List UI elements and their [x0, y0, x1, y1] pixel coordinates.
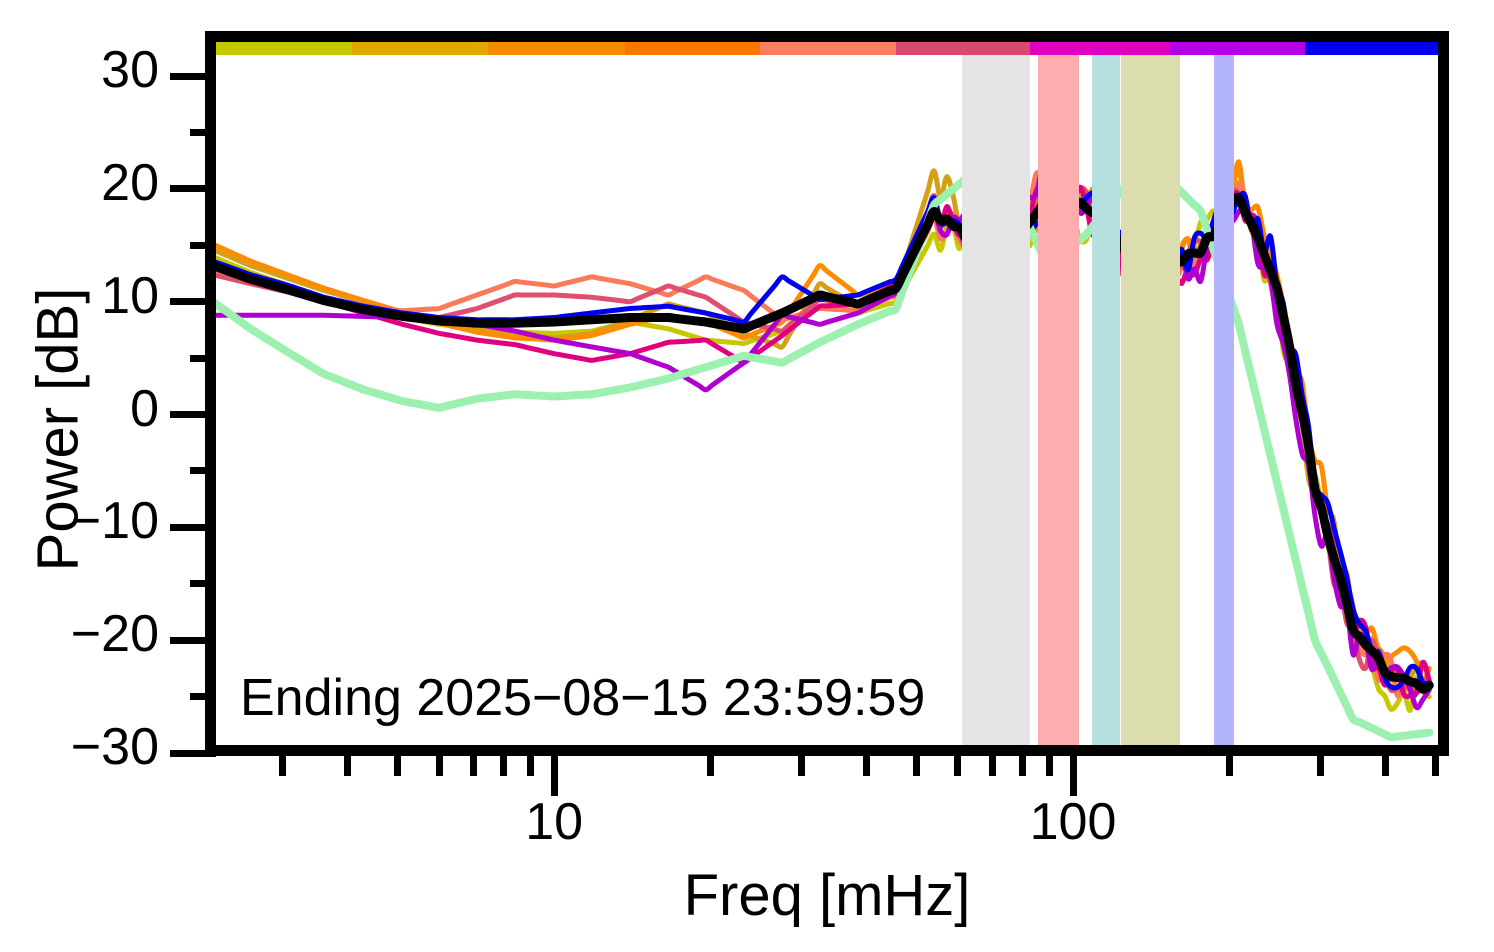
y-tick-label: 30: [101, 41, 159, 100]
x-tick-minor: [279, 752, 287, 776]
y-tick-major: [170, 636, 216, 644]
y-tick-minor: [190, 129, 216, 137]
cb-magenta: [1029, 42, 1170, 55]
plot-frame-right: [1438, 31, 1449, 756]
x-tick-minor: [989, 752, 997, 776]
y-tick-label: −20: [70, 605, 159, 664]
spectra-curves: [213, 140, 1434, 742]
x-tick-major: [550, 752, 558, 796]
series-spectrum-5: [213, 156, 1432, 696]
series-spectrum-4: [213, 140, 1432, 699]
band-gray: [961, 55, 1030, 753]
x-tick-minor: [1225, 752, 1233, 776]
x-tick-minor: [470, 752, 478, 776]
x-tick-minor: [526, 752, 534, 776]
y-tick-label: −10: [70, 492, 159, 551]
y-tick-minor: [190, 354, 216, 362]
ending-timestamp-annotation: Ending 2025−08−15 23:59:59: [240, 669, 926, 727]
x-tick-minor: [1381, 752, 1389, 776]
x-tick-minor: [394, 752, 402, 776]
x-tick-minor: [913, 752, 921, 776]
x-tick-label: 100: [1029, 793, 1117, 851]
y-tick-minor: [190, 467, 216, 475]
x-tick-minor: [863, 752, 871, 776]
x-tick-minor: [500, 752, 508, 776]
band-cyan: [1092, 55, 1120, 753]
x-tick-minor: [1317, 752, 1325, 776]
series-spectrum-8: [213, 179, 1432, 691]
x-tick-major: [1069, 752, 1077, 796]
plot-area: [213, 31, 1441, 753]
series-spectrum-7: [213, 147, 1432, 711]
band-periwinkle: [1214, 55, 1234, 753]
series-spectrum-1: [213, 180, 1432, 713]
series-spectrum-2: [213, 166, 1432, 689]
x-axis-label: Freq [mHz]: [683, 863, 971, 928]
cb-goldenrod: [352, 42, 488, 55]
x-tick-minor: [1045, 752, 1053, 776]
time-colorbar: [213, 42, 1441, 55]
y-tick-label: 20: [101, 153, 159, 212]
cb-blue: [1304, 42, 1441, 55]
cb-purple: [1169, 42, 1305, 55]
x-tick-minor: [798, 752, 806, 776]
x-tick-minor: [706, 752, 714, 776]
y-tick-minor: [190, 693, 216, 701]
plot-frame-left: [205, 31, 216, 756]
plot-frame-top: [205, 31, 1449, 42]
y-tick-label: 0: [130, 379, 159, 438]
band-khaki: [1121, 55, 1180, 753]
y-tick-minor: [190, 580, 216, 588]
y-tick-major: [170, 749, 216, 757]
series-spectrum-6: [213, 174, 1432, 700]
cb-darkorange: [624, 42, 761, 55]
cb-olive: [213, 42, 352, 55]
x-tick-minor: [1432, 752, 1440, 776]
x-tick-minor: [1019, 752, 1027, 776]
plot-frame-bottom: [205, 745, 1449, 756]
cb-rose: [895, 42, 1030, 55]
x-tick-label: 10: [525, 793, 584, 851]
series-spectrum-green: [213, 169, 1434, 742]
y-tick-major: [170, 411, 216, 419]
x-tick-minor: [344, 752, 352, 776]
y-tick-label: 10: [101, 266, 159, 325]
x-tick-minor: [954, 752, 962, 776]
y-tick-major: [170, 298, 216, 306]
y-tick-major: [170, 72, 216, 80]
y-tick-major: [170, 523, 216, 531]
y-tick-minor: [190, 241, 216, 249]
y-tick-major: [170, 185, 216, 193]
cb-orange: [487, 42, 625, 55]
band-pink: [1038, 55, 1079, 753]
series-spectrum-3: [213, 159, 1432, 684]
cb-salmon: [760, 42, 896, 55]
x-tick-minor: [435, 752, 443, 776]
y-tick-label: −30: [70, 718, 159, 776]
